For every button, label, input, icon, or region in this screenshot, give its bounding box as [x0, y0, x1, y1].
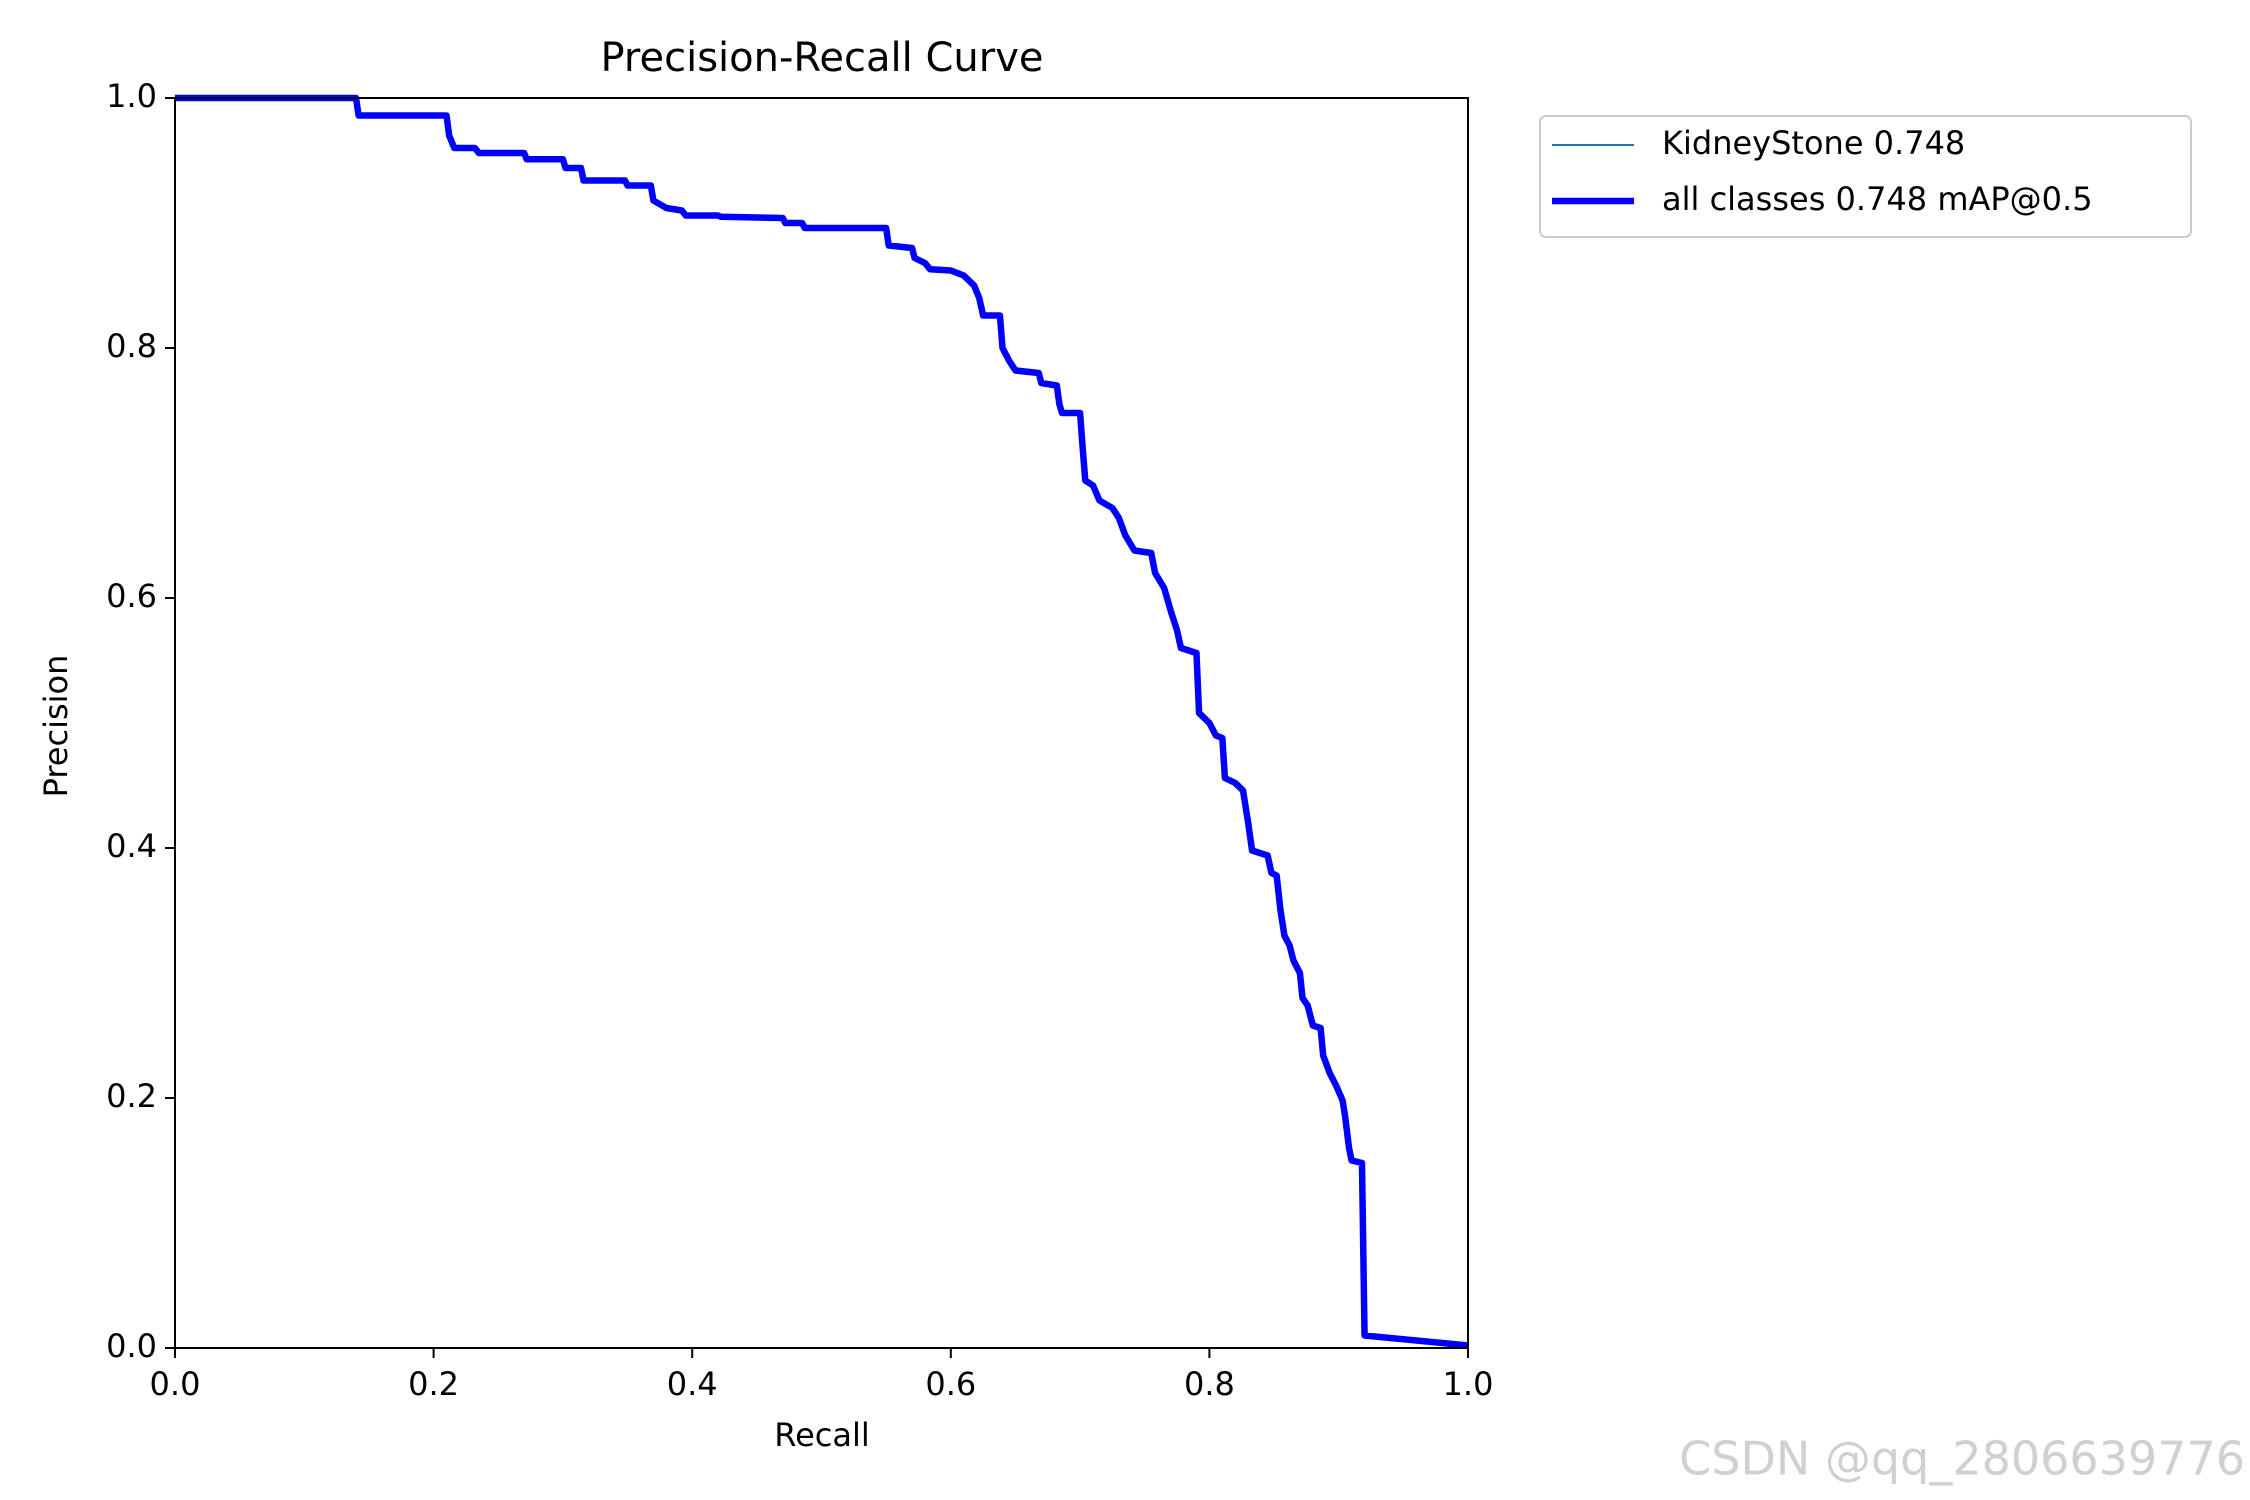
x-tick-label: 0.8 — [1184, 1365, 1235, 1403]
legend-box — [1539, 115, 2192, 238]
legend-label: all classes 0.748 mAP@0.5 — [1662, 180, 2093, 218]
y-axis-label: Precision — [37, 655, 75, 798]
y-tick-label: 0.4 — [106, 827, 157, 865]
y-tick-label: 0.8 — [106, 327, 157, 365]
plot-frame — [174, 97, 1469, 1349]
chart-title: Precision-Recall Curve — [601, 35, 1044, 81]
y-tick-label: 1.0 — [106, 77, 157, 115]
y-tick-label: 0.0 — [106, 1327, 157, 1365]
legend-label: KidneyStone 0.748 — [1662, 124, 1965, 162]
y-tick-label: 0.6 — [106, 577, 157, 615]
series-line — [175, 94, 1469, 1349]
watermark: CSDN @qq_2806639776 — [1679, 1432, 2245, 1486]
x-tick-label: 0.4 — [667, 1365, 718, 1403]
y-tick-label: 0.2 — [106, 1077, 157, 1115]
x-tick-label: 0.0 — [150, 1365, 201, 1403]
x-tick-label: 1.0 — [1443, 1365, 1494, 1403]
x-tick-label: 0.2 — [408, 1365, 459, 1403]
x-tick-label: 0.6 — [925, 1365, 976, 1403]
x-axis-label: Recall — [774, 1416, 869, 1454]
